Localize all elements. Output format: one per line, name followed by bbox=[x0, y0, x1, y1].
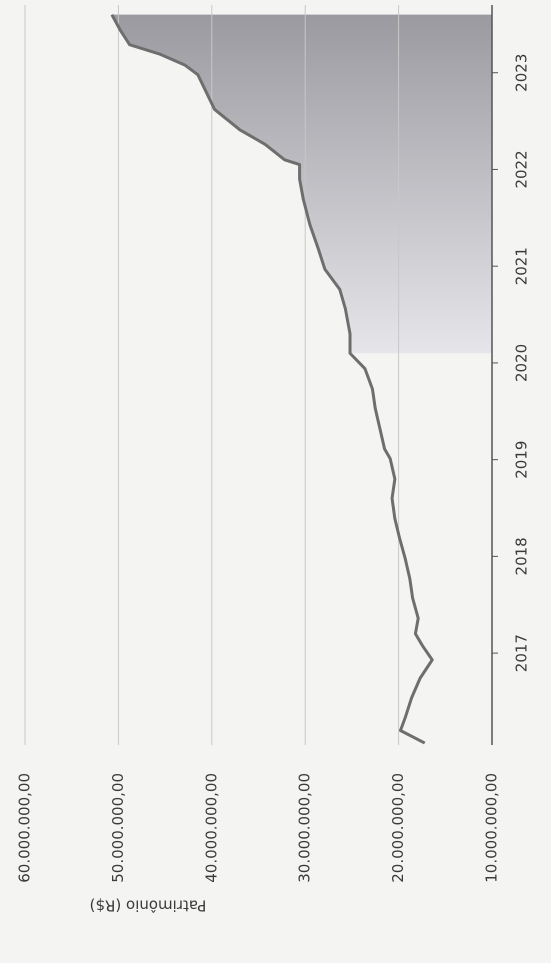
line bbox=[110, 13, 434, 745]
y-tick-label: 20.000.000,00 bbox=[389, 773, 407, 883]
y-tick-label: 10.000.000,00 bbox=[483, 773, 501, 883]
x-tick-label: 2022 bbox=[513, 150, 531, 188]
x-tick-label: 2021 bbox=[513, 247, 531, 285]
x-tick-label: 2017 bbox=[513, 634, 531, 672]
y-tick-label: 50.000.000,00 bbox=[109, 773, 127, 883]
x-tick-label: 2020 bbox=[513, 344, 531, 382]
x-tick-label: 2023 bbox=[513, 54, 531, 92]
y-tick-label: 60.000.000,00 bbox=[16, 773, 34, 883]
x-tick-label: 2019 bbox=[513, 441, 531, 479]
x-tick-label: 2018 bbox=[513, 537, 531, 575]
rotated-chart: Patrimônio (R$) 10.000.000,00 20.000.000,… bbox=[16, 5, 531, 915]
y-tick-label: 30.000.000,00 bbox=[296, 773, 314, 883]
y-tick-label: 40.000.000,00 bbox=[202, 773, 220, 883]
y-axis-label: Patrimônio (R$) bbox=[90, 897, 207, 915]
